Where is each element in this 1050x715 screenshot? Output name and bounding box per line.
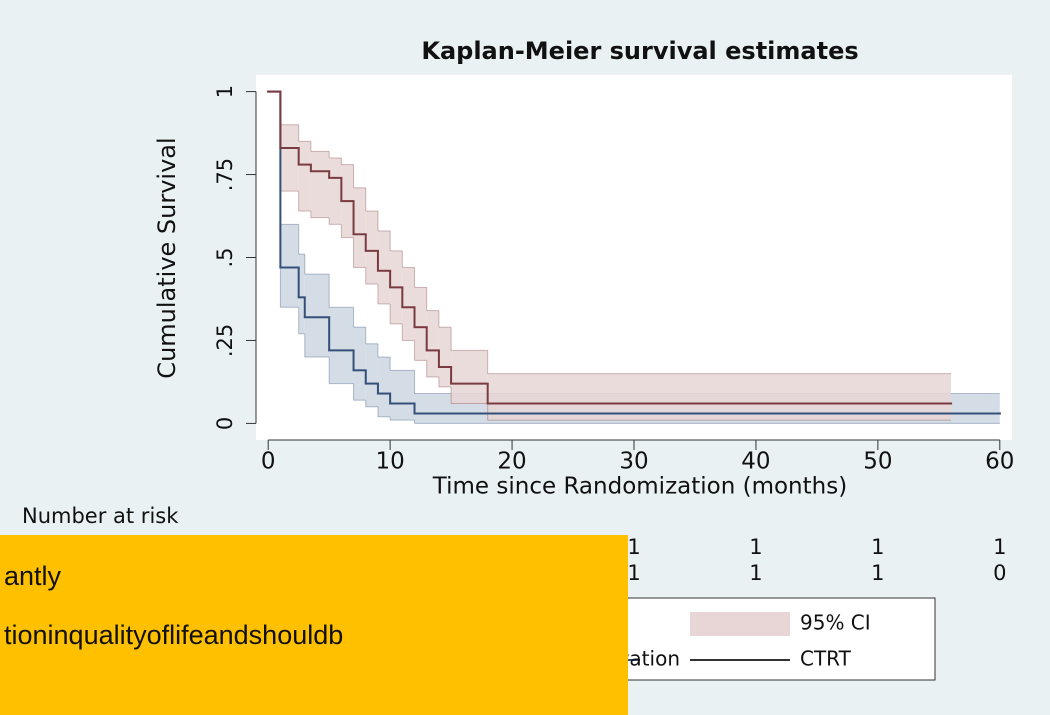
risk-table-title: Number at risk [22, 504, 179, 528]
ci-band [353, 187, 366, 268]
y-tick-label: 1 [213, 85, 237, 98]
y-tick-label: .25 [213, 324, 237, 357]
y-tick-label: .5 [213, 247, 237, 267]
y-tick-label: 0 [213, 417, 237, 430]
ci-band [414, 287, 427, 361]
risk-value: 1 [871, 535, 884, 559]
x-tick-label: 30 [619, 449, 648, 475]
ci-band [438, 327, 452, 387]
ci-band [329, 307, 354, 384]
legend-label: 95% CI [800, 611, 871, 635]
x-tick-label: 10 [375, 449, 404, 475]
x-tick-label: 50 [863, 449, 892, 475]
ci-band [280, 224, 299, 308]
risk-value: 1 [749, 561, 762, 585]
ci-band [280, 124, 299, 192]
overlay-text: antly [4, 561, 62, 591]
legend-swatch [690, 612, 790, 636]
ci-band [390, 370, 415, 421]
ci-band [365, 343, 378, 407]
x-tick-label: 20 [497, 449, 526, 475]
x-tick-label: 40 [741, 449, 770, 475]
ci-band [353, 327, 366, 401]
ci-band [426, 310, 439, 377]
ci-band [451, 350, 488, 404]
legend-box [579, 597, 936, 681]
y-axis-label: Cumulative Survival [153, 137, 181, 378]
ci-band [377, 230, 391, 304]
overlay-text: tioninqualityoflifeandshouldb [4, 620, 343, 650]
risk-value: 1 [627, 535, 640, 559]
ci-band [377, 357, 391, 417]
ci-band [402, 267, 415, 341]
ci-band [298, 254, 305, 334]
risk-value: 1 [627, 561, 640, 585]
risk-value: 0 [993, 561, 1006, 585]
x-tick-label: 60 [985, 449, 1014, 475]
x-axis-label: Time since Randomization (months) [432, 474, 847, 500]
risk-value: 1 [993, 535, 1006, 559]
ci-band [487, 373, 952, 421]
chart-title: Kaplan-Meier survival estimates [421, 37, 858, 65]
overlay-box [0, 535, 628, 715]
x-tick-label: 0 [261, 449, 276, 475]
ci-band [310, 151, 330, 218]
ci-band [329, 157, 342, 225]
risk-value: 1 [871, 561, 884, 585]
ci-band [298, 141, 311, 212]
legend-label: CTRT [800, 647, 852, 671]
risk-value: 1 [749, 535, 762, 559]
ci-band [304, 274, 330, 358]
ci-band [365, 211, 378, 285]
y-tick-label: .75 [213, 158, 237, 191]
